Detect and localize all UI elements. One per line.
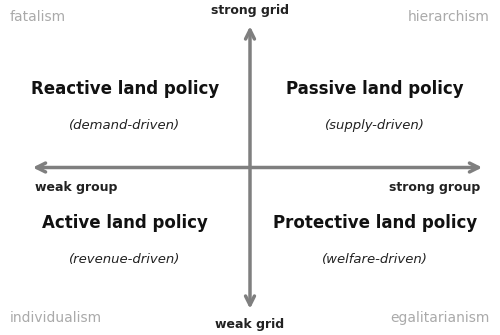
- Text: Reactive land policy: Reactive land policy: [31, 80, 219, 98]
- Text: fatalism: fatalism: [10, 10, 66, 24]
- Text: Passive land policy: Passive land policy: [286, 80, 464, 98]
- Text: (welfare-driven): (welfare-driven): [322, 253, 428, 266]
- Text: individualism: individualism: [10, 311, 102, 325]
- Text: Active land policy: Active land policy: [42, 214, 208, 232]
- Text: strong grid: strong grid: [211, 4, 289, 17]
- Text: hierarchism: hierarchism: [408, 10, 490, 24]
- Text: strong group: strong group: [389, 181, 480, 194]
- Text: (demand-driven): (demand-driven): [70, 119, 180, 132]
- Text: egalitarianism: egalitarianism: [390, 311, 490, 325]
- Text: weak group: weak group: [35, 181, 117, 194]
- Text: (revenue-driven): (revenue-driven): [70, 253, 180, 266]
- Text: Protective land policy: Protective land policy: [273, 214, 477, 232]
- Text: (supply-driven): (supply-driven): [325, 119, 425, 132]
- Text: weak grid: weak grid: [216, 318, 284, 331]
